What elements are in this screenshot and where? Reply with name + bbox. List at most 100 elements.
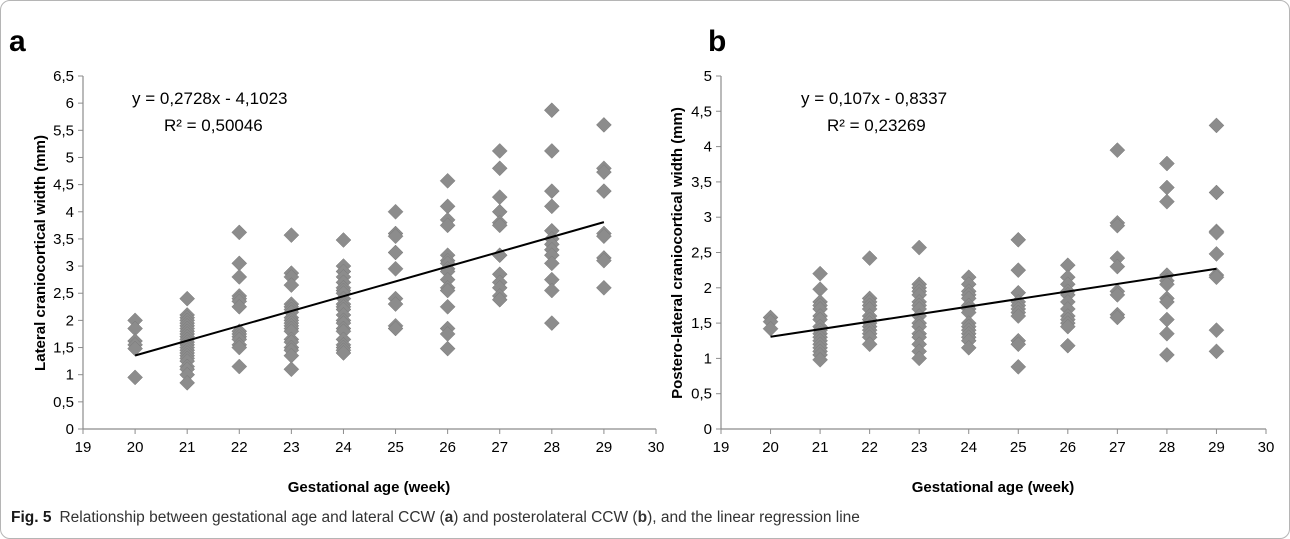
x-tick-label: 21 [179,439,196,456]
x-tick-label: 24 [960,439,977,456]
data-point [439,282,456,299]
data-point [1159,325,1175,342]
data-point [1159,193,1175,210]
data-point [231,358,248,375]
y-tick-label: 0,5 [53,394,74,411]
data-point [179,290,196,307]
data-point [283,227,300,243]
y-tick-label: 4,5 [53,177,74,194]
x-tick-label: 21 [812,439,829,456]
y-tick-label: 0,5 [691,386,712,403]
y-tick-label: 5 [704,68,712,85]
data-point [1208,246,1225,262]
data-point [543,282,560,299]
x-tick-label: 30 [648,439,665,456]
x-tick-label: 27 [1109,439,1126,456]
r-squared-label: R² = 0,23269 [827,116,926,135]
data-point [387,320,404,337]
data-point [231,339,248,356]
y-tick-label: 2,5 [691,245,712,262]
x-axis-title: Gestational age (week) [912,479,1075,496]
data-point [1010,308,1027,324]
data-point [1159,347,1175,363]
data-point [543,315,560,331]
data-point [491,160,508,177]
data-point [1159,179,1175,196]
panel-label: a [9,25,26,58]
x-tick-label: 28 [1159,439,1176,456]
data-point [861,336,878,353]
caption-label: Fig. 5 [11,509,52,526]
figure-charts: 19 20 21 22 23 24 25 26 27 28 29 3000,511,522,533,5… [9,25,1274,496]
data-point [543,102,560,119]
data-point [387,203,404,220]
caption-text-2: ) and posterolateral CCW ( [453,509,638,526]
data-point [231,298,248,315]
data-point [1109,309,1126,326]
x-tick-label: 26 [439,439,456,456]
x-tick-label: 29 [596,439,613,456]
data-point [543,255,560,272]
data-point [1109,142,1126,158]
y-tick-label: 1,5 [691,315,712,332]
y-tick-label: 3,5 [691,174,712,191]
x-tick-label: 26 [1059,439,1076,456]
data-point [491,189,508,205]
data-point [596,164,612,180]
y-axis-title: Lateral craniocortical width (mm) [32,135,49,371]
data-point [596,117,612,133]
x-tick-label: 23 [283,439,300,456]
caption-ref-a: a [444,509,454,526]
data-point [231,255,248,272]
data-point [1208,117,1225,134]
x-tick-label: 22 [861,439,878,456]
data-point [335,232,352,248]
data-point [596,279,612,296]
data-point [543,143,560,159]
data-point [1208,224,1225,241]
data-point [127,340,143,357]
y-tick-label: 3 [704,209,712,226]
data-point [1059,337,1076,354]
data-point [596,252,612,269]
y-tick-label: 4 [66,204,74,221]
data-point [911,239,928,256]
data-point [439,298,456,315]
data-point [1010,231,1027,248]
data-point [439,340,456,357]
x-tick-label: 29 [1208,439,1225,456]
r-squared-label: R² = 0,50046 [164,116,263,135]
data-point [387,244,404,261]
data-point [439,172,456,189]
data-point [231,269,248,285]
trendline [770,267,1217,338]
data-point [439,217,456,234]
data-point [491,291,508,308]
y-tick-label: 1 [66,367,74,384]
data-point [231,224,248,241]
data-point [1059,318,1076,335]
data-point [387,296,404,312]
data-point [1109,287,1126,303]
data-point [1010,359,1027,375]
data-point [335,345,352,361]
data-point [812,351,828,368]
y-tick-label: 1 [704,350,712,367]
y-tick-label: 0 [66,421,74,438]
data-point [127,369,143,386]
data-point [387,228,404,245]
data-point [1159,311,1175,328]
x-tick-label: 25 [1010,439,1027,456]
x-tick-label: 20 [762,439,779,456]
data-point [1010,262,1027,279]
y-tick-label: 3,5 [53,231,74,248]
data-point [1109,217,1126,234]
x-tick-label: 25 [387,439,404,456]
data-point [1159,294,1175,310]
data-point [1208,184,1225,201]
data-point [491,217,508,234]
data-point [596,183,612,199]
y-axis-title: Postero-lateral craniocortical width (mm… [669,107,686,399]
y-tick-label: 4 [704,139,712,156]
panel-b-chart: 19 20 21 22 23 24 25 26 27 28 29 30 0 0,5 1 1,5 2 2,5 3 3,5… [669,25,1274,496]
